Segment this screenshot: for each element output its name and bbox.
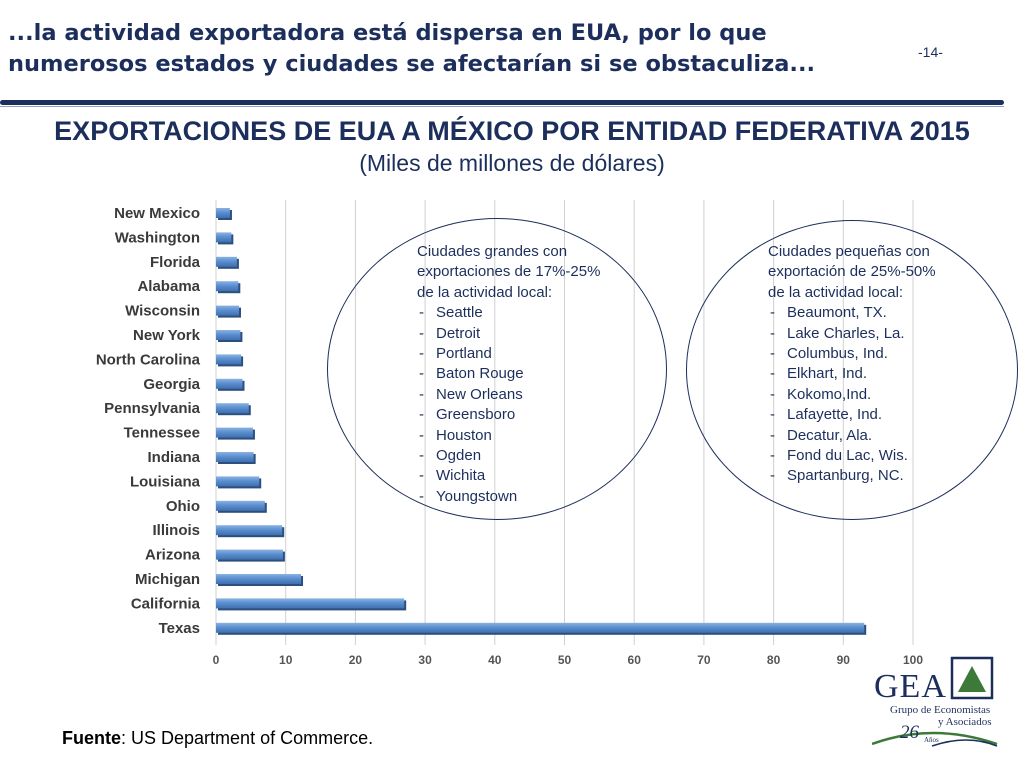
- large-cities-list: Seattle Detroit Portland Baton Rouge New…: [417, 303, 657, 507]
- category-label: Alabama: [137, 278, 200, 295]
- chart-x-tick-labels: 0 10 20 30 40 50 60 70 80 90 100: [213, 653, 924, 667]
- gea-logo: GEA Grupo de Economistas y Asociados 26 …: [872, 654, 1022, 766]
- small-cities-callout: Ciudades pequeñas con exportación de 25%…: [768, 242, 1008, 487]
- slide-number: -14-: [918, 44, 943, 60]
- bar-arizona: [216, 549, 283, 560]
- list-item: Columbus, Ind.: [768, 344, 1008, 365]
- category-label: Indiana: [147, 449, 200, 466]
- small-cities-heading-1: Ciudades pequeñas con: [768, 243, 930, 260]
- bar-ohio: [216, 500, 265, 511]
- chart-title: EXPORTACIONES DE EUA A MÉXICO POR ENTIDA…: [54, 116, 970, 146]
- category-label: North Carolina: [96, 351, 201, 368]
- list-item: Beaumont, TX.: [768, 303, 1008, 324]
- bar-louisiana: [216, 476, 260, 487]
- bar-north-carolina: [216, 354, 242, 365]
- gea-logo-emblem: [872, 656, 998, 747]
- category-label: Tennessee: [124, 425, 200, 442]
- list-item: Kokomo,Ind.: [768, 385, 1008, 406]
- bar-michigan: [216, 574, 302, 584]
- chart-category-labels: New Mexico Washington Florida Alabama Wiscon…: [96, 205, 201, 637]
- category-label: Louisiana: [130, 473, 201, 490]
- header-divider: [0, 100, 1004, 105]
- list-item: Wichita: [417, 466, 657, 487]
- category-label: Florida: [150, 254, 201, 271]
- bar-florida: [216, 256, 237, 267]
- bar-pennsylvania: [216, 403, 249, 414]
- x-tick-label: 60: [628, 653, 642, 667]
- list-item: Greensboro: [417, 405, 657, 426]
- small-cities-heading-2: exportación de 25%-50%: [768, 263, 936, 281]
- category-label: Michigan: [135, 571, 200, 588]
- list-item: Ogden: [417, 446, 657, 467]
- header-line-2: numerosos estados y ciudades se afectarí…: [8, 51, 816, 77]
- x-tick-label: 20: [349, 653, 363, 667]
- x-tick-label: 40: [488, 653, 502, 667]
- gea-logo-years-label: Años: [924, 736, 939, 744]
- bar-washington: [216, 232, 232, 243]
- list-item: New Orleans: [417, 385, 657, 406]
- source-label: Fuente: [62, 728, 122, 748]
- x-tick-label: 80: [767, 653, 781, 667]
- list-item: Lake Charles, La.: [768, 324, 1008, 345]
- list-item: Spartanburg, NC.: [768, 466, 1008, 487]
- source-text: : US Department of Commerce.: [121, 728, 374, 748]
- x-tick-label: 10: [279, 653, 293, 667]
- bar-illinois: [216, 525, 283, 536]
- bar-california: [216, 598, 405, 609]
- category-label: Washington: [115, 229, 200, 246]
- category-label: California: [131, 595, 201, 612]
- list-item: Youngstown: [417, 487, 657, 508]
- slide-header: ...la actividad exportadora está dispers…: [8, 18, 908, 80]
- x-tick-label: 30: [418, 653, 432, 667]
- category-label: Arizona: [145, 547, 201, 564]
- bar-georgia: [216, 378, 243, 389]
- small-cities-ellipse: [686, 220, 1018, 520]
- bar-indiana: [216, 452, 254, 462]
- gea-logo-line-1: Grupo de Economistas: [890, 704, 991, 716]
- x-tick-label: 0: [213, 653, 220, 667]
- chart-bars: [216, 208, 867, 635]
- large-cities-heading-2: exportaciones de 17%-25%: [417, 263, 601, 281]
- list-item: Houston: [417, 426, 657, 447]
- source-note: Fuente: US Department of Commerce.: [62, 728, 373, 749]
- category-label: Georgia: [143, 376, 200, 393]
- x-tick-label: 50: [558, 653, 572, 667]
- large-cities-heading-3: de la actividad local:: [417, 283, 553, 301]
- category-label: Illinois: [152, 522, 200, 539]
- x-tick-label: 70: [697, 653, 711, 667]
- list-item: Decatur, Ala.: [768, 426, 1008, 447]
- category-label: Texas: [159, 620, 200, 637]
- list-item: Seattle: [417, 303, 657, 324]
- large-cities-callout: Ciudades grandes con exportaciones de 17…: [417, 242, 657, 508]
- bar-alabama: [216, 281, 239, 292]
- list-item: Portland: [417, 344, 657, 365]
- gea-logo-line-2: y Asociados: [938, 716, 992, 728]
- list-item: Fond du Lac, Wis.: [768, 446, 1008, 467]
- category-label: Wisconsin: [125, 303, 200, 320]
- x-tick-label: 100: [903, 653, 923, 667]
- list-item: Baton Rouge: [417, 364, 657, 385]
- bar-new-york: [216, 330, 241, 340]
- bar-texas: [216, 622, 865, 633]
- category-label: Ohio: [166, 498, 200, 515]
- header-divider-thin: [0, 106, 1004, 107]
- small-cities-heading-3: de la actividad local:: [768, 283, 904, 301]
- bar-new-mexico: [216, 208, 230, 218]
- category-label: New York: [133, 327, 201, 344]
- list-item: Lafayette, Ind.: [768, 405, 1008, 426]
- x-tick-label: 90: [837, 653, 851, 667]
- gea-logo-name: GEA: [874, 668, 947, 705]
- bar-wisconsin: [216, 305, 240, 316]
- category-label: Pennsylvania: [104, 400, 201, 417]
- small-cities-list: Beaumont, TX. Lake Charles, La. Columbus…: [768, 303, 1008, 487]
- gea-logo-years: 26: [900, 722, 919, 743]
- list-item: Detroit: [417, 324, 657, 345]
- large-cities-heading-1: Ciudades grandes con: [417, 243, 568, 260]
- chart-subtitle: (Miles de millones de dólares): [359, 150, 665, 176]
- large-cities-ellipse: [327, 218, 667, 520]
- list-item: Elkhart, Ind.: [768, 364, 1008, 385]
- bar-tennessee: [216, 427, 253, 438]
- category-label: New Mexico: [114, 205, 200, 222]
- header-line-1: ...la actividad exportadora está dispers…: [8, 20, 767, 46]
